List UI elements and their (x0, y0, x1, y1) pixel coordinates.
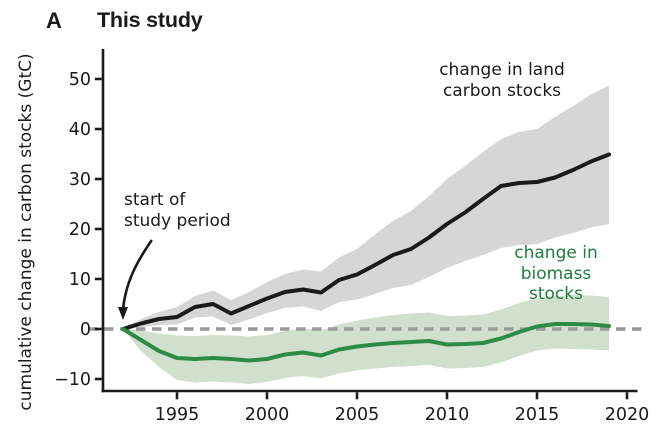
y-tick-label: 40 (69, 120, 91, 140)
y-tick-label: 10 (69, 270, 91, 290)
x-tick-label: 1995 (155, 405, 200, 425)
y-tick-label: 0 (80, 320, 91, 340)
biomass-label-line2: biomass stocks (520, 263, 592, 305)
land-uncertainty-band (123, 85, 609, 329)
y-tick-label: −10 (54, 370, 91, 390)
start-note-line1: start of (124, 190, 186, 210)
land-label-line2: carbon stocks (442, 80, 562, 101)
annotation-arrowhead (118, 307, 128, 320)
annotation-arrow (121, 239, 153, 310)
start-note: start of study period (124, 190, 231, 231)
figure-title: This study (97, 8, 203, 32)
x-tick-label: 2000 (245, 405, 290, 425)
land-carbon-line (121, 152, 611, 331)
biomass-label-line1: change in (514, 243, 598, 263)
y-tick-label: 30 (69, 170, 91, 190)
x-tick-label: 2005 (335, 405, 380, 425)
x-tick-label: 2010 (425, 405, 470, 425)
y-tick-label: 50 (69, 70, 91, 90)
biomass-line (121, 322, 611, 363)
start-note-line2: study period (124, 210, 231, 231)
panel-label: A (46, 8, 63, 33)
x-tick-label: 2020 (605, 405, 650, 425)
y-tick-label: 20 (69, 220, 91, 240)
land-label: change in land carbon stocks (439, 60, 565, 101)
y-axis-label: cumulative change in carbon stocks (GtC) (16, 53, 36, 411)
x-tick-label: 2015 (515, 405, 560, 425)
biomass-label: change in biomass stocks (505, 243, 607, 305)
land-label-line1: change in land (439, 60, 565, 80)
